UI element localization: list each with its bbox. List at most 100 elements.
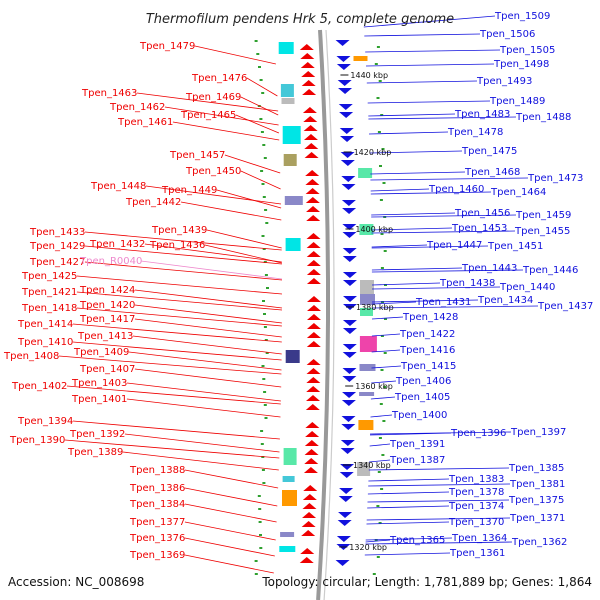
orf-tick [257, 495, 261, 497]
left-gene-label: Tpen_1463 [81, 88, 137, 99]
left-gene-label: Tpen_1413 [77, 331, 133, 342]
reverse-gene-arrow [306, 296, 321, 302]
left-callout-line [240, 170, 281, 190]
right-gene-label: Tpen_1456 [454, 208, 510, 219]
forward-gene-arrow [338, 496, 353, 502]
orf-tick [262, 248, 266, 250]
orf-tick [263, 404, 267, 406]
topology-text: Topology: circular; Length: 1,781,889 bp… [261, 575, 592, 589]
forward-gene-arrow [338, 104, 353, 110]
forward-gene-arrow [339, 112, 354, 118]
forward-gene-arrow [342, 392, 357, 398]
right-callout-line [369, 431, 512, 435]
orf-tick [380, 267, 384, 269]
left-gene-label: Tpen_1450 [185, 166, 241, 177]
orf-tick [260, 131, 264, 133]
reverse-gene-arrow [306, 314, 321, 320]
forward-gene-arrow [341, 176, 356, 182]
orf-tick [258, 508, 262, 510]
left-gene-label: Tpen_1376 [129, 533, 185, 544]
reverse-gene-arrow [305, 431, 320, 437]
left-gene-label: Tpen_1394 [17, 416, 73, 427]
right-callout-line [367, 505, 450, 509]
reverse-gene-arrow [303, 116, 318, 122]
feature-block [353, 56, 368, 61]
left-callout-line [126, 382, 281, 402]
reverse-gene-arrow [306, 368, 321, 374]
orf-tick [381, 454, 385, 456]
right-gene-label: Tpen_1383 [448, 474, 504, 485]
right-gene-label: Tpen_1483 [454, 109, 510, 120]
reverse-gene-arrow [301, 521, 316, 527]
reverse-gene-arrow [301, 530, 316, 536]
orf-tick [374, 63, 378, 65]
right-callout-line [371, 365, 402, 369]
reverse-gene-arrow [302, 494, 317, 500]
feature-block [281, 98, 295, 104]
right-gene-label: Tpen_1464 [490, 187, 546, 198]
right-callout-line [371, 380, 397, 384]
right-callout-line [369, 459, 391, 463]
right-callout-line [371, 299, 479, 303]
orf-tick [261, 365, 265, 367]
left-callout-line [122, 451, 279, 471]
left-gene-label: Tpen_1424 [79, 285, 135, 296]
reverse-gene-arrow [305, 197, 320, 203]
reverse-gene-arrow [302, 89, 317, 95]
orf-tick [380, 369, 384, 371]
reverse-gene-arrow [306, 206, 321, 212]
orf-tick [377, 131, 381, 133]
right-callout-line [365, 539, 391, 543]
right-callout-line [371, 305, 539, 309]
left-gene-label: Tpen_1465 [180, 110, 236, 121]
right-gene-label: Tpen_1453 [451, 223, 507, 234]
orf-tick [376, 46, 380, 48]
left-gene-label: Tpen_1401 [71, 394, 127, 405]
left-callout-line [84, 245, 282, 265]
map-title: Thermofilum pendens Hrk 5, complete geno… [146, 12, 454, 27]
orf-tick [260, 443, 264, 445]
feature-block [282, 126, 301, 144]
reverse-gene-arrow [305, 170, 320, 176]
forward-gene-arrow [342, 376, 357, 382]
right-gene-label: Tpen_1509 [494, 11, 550, 22]
right-callout-line [366, 517, 511, 521]
forward-gene-arrow [336, 56, 351, 62]
right-callout-line [365, 541, 513, 545]
orf-tick [376, 505, 380, 507]
orf-tick [382, 420, 386, 422]
left-callout-line [184, 521, 276, 541]
forward-gene-arrow [342, 328, 357, 334]
tick-label: 1360 kbp [355, 382, 393, 391]
left-gene-label: Tpen_1476 [191, 73, 247, 84]
feature-block [359, 364, 376, 371]
left-gene-label: Tpen_R0040 [79, 256, 142, 267]
left-gene-label: Tpen_1429 [29, 241, 85, 252]
forward-gene-arrow [342, 368, 357, 374]
genome-backbone [316, 29, 330, 600]
orf-tick [264, 339, 268, 341]
right-callout-line [370, 414, 393, 418]
left-gene-label: Tpen_1448 [90, 181, 146, 192]
right-callout-line [370, 188, 430, 192]
left-callout-line [134, 368, 282, 388]
right-gene-label: Tpen_1451 [487, 241, 543, 252]
right-gene-label: Tpen_1416 [399, 345, 455, 356]
left-callout-line [72, 323, 282, 343]
right-gene-label: Tpen_1371 [509, 513, 565, 524]
forward-gene-arrow [341, 200, 356, 206]
orf-tick [376, 97, 380, 99]
left-callout-line [66, 385, 281, 405]
reverse-gene-arrow [303, 134, 318, 140]
forward-gene-arrow [339, 488, 354, 494]
orf-tick [383, 352, 387, 354]
forward-gene-arrow [342, 352, 357, 358]
left-callout-line [145, 185, 282, 205]
left-callout-line [84, 231, 282, 251]
right-gene-label: Tpen_1375 [508, 495, 564, 506]
right-gene-label: Tpen_1405 [394, 392, 450, 403]
orf-tick [259, 534, 262, 536]
right-gene-label: Tpen_1443 [461, 263, 517, 274]
feature-block [283, 448, 297, 465]
left-callout-line [124, 433, 280, 453]
